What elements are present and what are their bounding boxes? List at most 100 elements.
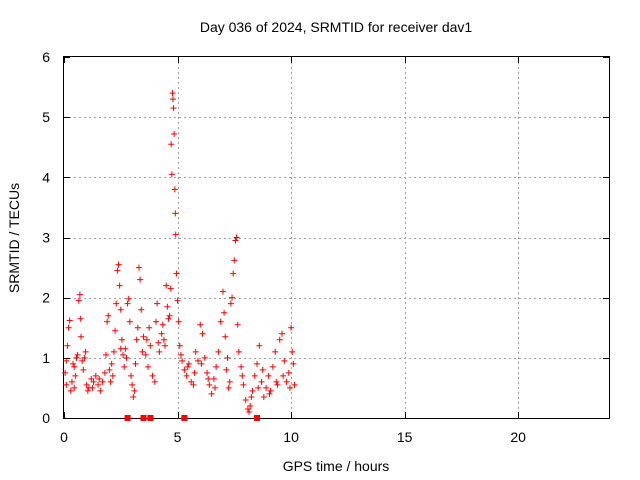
data-point — [192, 348, 199, 355]
data-point — [83, 381, 90, 388]
data-point — [280, 372, 287, 379]
data-point — [132, 360, 139, 367]
data-point — [286, 384, 293, 391]
data-point — [74, 351, 81, 358]
data-point — [79, 357, 86, 364]
data-point — [125, 295, 132, 302]
data-point — [231, 257, 238, 264]
data-point — [104, 318, 111, 325]
data-point — [158, 330, 165, 337]
data-point-square — [181, 415, 188, 421]
data-point — [78, 333, 85, 340]
data-point — [168, 141, 175, 148]
data-point — [131, 387, 138, 394]
data-point — [118, 336, 125, 343]
data-point — [229, 294, 236, 301]
data-point — [164, 303, 171, 310]
data-point — [219, 288, 226, 295]
data-point — [64, 342, 71, 349]
data-point — [174, 297, 181, 304]
data-point — [291, 381, 298, 388]
data-point — [213, 363, 220, 370]
y-tick-label: 0 — [42, 410, 50, 426]
data-point — [163, 282, 170, 289]
data-point-square — [140, 415, 147, 421]
data-point — [99, 378, 106, 385]
data-point — [233, 234, 240, 241]
data-point — [82, 348, 89, 355]
data-point — [137, 276, 144, 283]
data-point — [117, 345, 124, 352]
data-point — [169, 90, 176, 97]
data-point — [146, 324, 153, 331]
data-point — [90, 378, 97, 385]
data-point — [80, 366, 87, 373]
data-point — [126, 318, 133, 325]
data-point — [170, 105, 177, 112]
data-point — [176, 342, 183, 349]
data-point — [133, 336, 140, 343]
data-point — [223, 366, 230, 373]
data-point — [246, 408, 253, 415]
data-point — [76, 291, 83, 298]
data-point — [97, 387, 104, 394]
plot-area-border — [63, 56, 610, 419]
data-point — [267, 387, 274, 394]
data-point — [121, 363, 128, 370]
data-point — [171, 131, 178, 138]
data-point — [184, 363, 191, 370]
data-point — [273, 378, 280, 385]
data-point — [258, 378, 265, 385]
data-point — [142, 351, 149, 358]
data-point — [260, 393, 267, 400]
x-tick-label: 10 — [283, 429, 299, 445]
data-point — [289, 348, 296, 355]
data-point — [283, 378, 290, 385]
data-point — [84, 387, 91, 394]
data-point — [206, 381, 213, 388]
data-point — [288, 324, 295, 331]
x-tick-label: 0 — [60, 429, 68, 445]
data-point — [149, 372, 156, 379]
data-point — [140, 333, 147, 340]
data-point — [173, 270, 180, 277]
data-point — [73, 354, 80, 361]
data-point — [227, 300, 234, 307]
data-point — [96, 375, 103, 382]
data-point — [130, 393, 137, 400]
data-point — [266, 390, 273, 397]
data-point-square — [254, 415, 261, 421]
grid — [64, 57, 609, 418]
data-point — [232, 237, 239, 244]
data-point — [124, 300, 131, 307]
chart-title: Day 036 of 2024, SRMTID for receiver dav… — [200, 19, 473, 35]
data-point — [120, 351, 127, 358]
data-point — [147, 342, 154, 349]
data-point — [234, 321, 241, 328]
data-point — [108, 360, 115, 367]
data-point — [170, 96, 176, 103]
y-tick-label: 2 — [42, 290, 50, 306]
data-point — [168, 171, 175, 178]
ticks: 0 5 10 15 20 0 1 2 3 4 5 6 — [42, 49, 609, 445]
data-point — [188, 378, 195, 385]
data-point — [221, 309, 228, 316]
data-point — [281, 357, 288, 364]
data-point — [230, 270, 237, 277]
data-point — [190, 381, 197, 388]
data-point — [204, 369, 211, 376]
data-point — [285, 369, 292, 376]
data-point-square — [124, 415, 131, 421]
data-point — [249, 387, 256, 394]
data-point — [239, 372, 246, 379]
data-point — [71, 363, 78, 370]
data-point — [89, 384, 96, 391]
data-point — [201, 354, 208, 361]
data-point — [265, 372, 272, 379]
data-point — [290, 360, 297, 367]
data-point — [105, 312, 112, 319]
data-point — [138, 306, 145, 313]
data-point — [81, 354, 88, 361]
data-point — [274, 381, 281, 388]
